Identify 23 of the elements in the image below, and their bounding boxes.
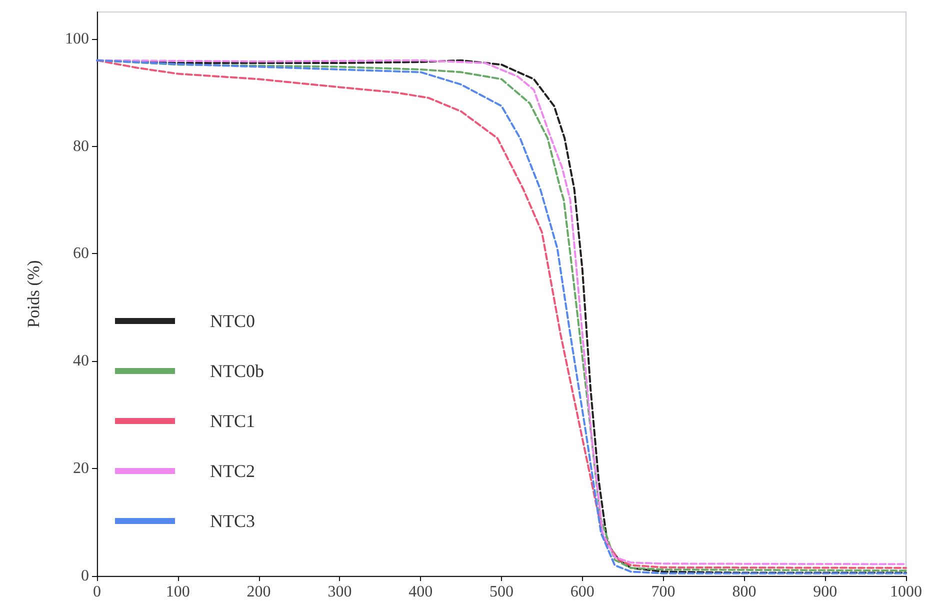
y-tick-label: 40	[73, 352, 89, 370]
legend-label: NTC0b	[210, 361, 264, 381]
y-tick-label: 80	[73, 138, 89, 155]
legend-label: NTC0	[210, 311, 255, 331]
y-tick-label: 20	[73, 460, 89, 478]
y-axis-title: Poids (%)	[24, 260, 43, 328]
x-tick-label: 600	[570, 584, 594, 600]
legend-label: NTC1	[210, 411, 255, 431]
x-tick-label: 1000	[890, 584, 922, 600]
legend-label: NTC2	[210, 461, 255, 481]
x-tick-label: 900	[813, 584, 838, 600]
x-tick-label: 700	[651, 584, 676, 600]
y-tick-label: 0	[81, 568, 89, 584]
y-tick-label: 60	[73, 245, 89, 262]
x-tick-label: 800	[732, 584, 756, 600]
x-tick-label: 500	[490, 584, 514, 600]
x-tick-label: 200	[246, 584, 271, 600]
x-tick-label: 0	[93, 584, 101, 600]
x-tick-label: 100	[166, 584, 190, 600]
x-tick-label: 300	[328, 584, 352, 600]
legend-label: NTC3	[210, 511, 255, 531]
y-tick-label: 100	[65, 30, 89, 48]
x-tick-label: 400	[408, 584, 433, 600]
